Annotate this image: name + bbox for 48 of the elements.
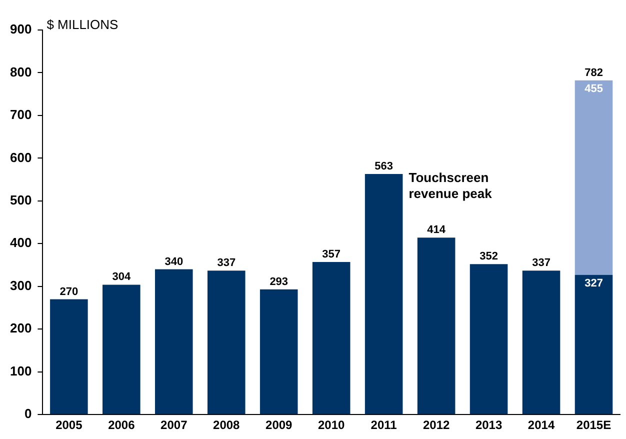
data-label: 327 — [584, 277, 603, 290]
y-tick-label: 600 — [10, 150, 32, 165]
bar — [260, 289, 298, 414]
data-label: 304 — [112, 271, 132, 284]
total-label: 782 — [584, 66, 603, 79]
y-axis-title: $ MILLIONS — [46, 17, 119, 32]
data-label: 340 — [164, 256, 184, 268]
x-tick-label: 2015E — [576, 418, 612, 432]
data-label: 563 — [374, 160, 394, 173]
y-tick-label: 300 — [10, 278, 32, 293]
y-tick-label: 200 — [10, 320, 32, 336]
bar — [312, 262, 350, 414]
data-label: 352 — [480, 250, 498, 263]
bar — [417, 238, 456, 414]
bar — [574, 80, 613, 275]
bar — [470, 264, 508, 414]
x-tick-label: 2010 — [318, 418, 346, 432]
bar — [102, 284, 140, 414]
y-tick-label: 100 — [10, 363, 32, 378]
data-label: 414 — [427, 224, 446, 236]
bar — [574, 274, 613, 414]
bar — [155, 269, 193, 414]
x-tick-label: 2012 — [422, 418, 450, 432]
data-label: 293 — [270, 276, 288, 288]
data-label: 337 — [217, 257, 236, 270]
y-tick-label: 500 — [10, 192, 32, 208]
data-label: 270 — [60, 286, 78, 298]
bar — [50, 299, 88, 414]
x-tick-label: 2011 — [370, 418, 398, 432]
x-tick-label: 2013 — [475, 418, 502, 432]
data-label: 357 — [322, 248, 341, 261]
y-tick-label: 400 — [10, 235, 32, 250]
bar — [364, 174, 403, 414]
x-tick-label: 2005 — [56, 418, 83, 432]
x-tick-label: 2007 — [160, 418, 188, 432]
y-tick-label: 900 — [10, 22, 32, 37]
data-label: 455 — [584, 82, 603, 95]
bar — [207, 270, 246, 414]
bar — [522, 270, 560, 414]
y-tick-label: 800 — [10, 64, 32, 80]
x-tick-label: 2009 — [266, 418, 293, 432]
x-tick-label: 2008 — [213, 418, 240, 432]
data-label: 337 — [532, 257, 550, 270]
annotation: Touchscreen revenue peak — [408, 170, 493, 202]
x-tick-label: 2014 — [528, 418, 555, 432]
x-tick-label: 2006 — [108, 418, 136, 432]
y-tick-label: 0 — [24, 406, 32, 422]
y-tick-label: 700 — [10, 107, 32, 122]
